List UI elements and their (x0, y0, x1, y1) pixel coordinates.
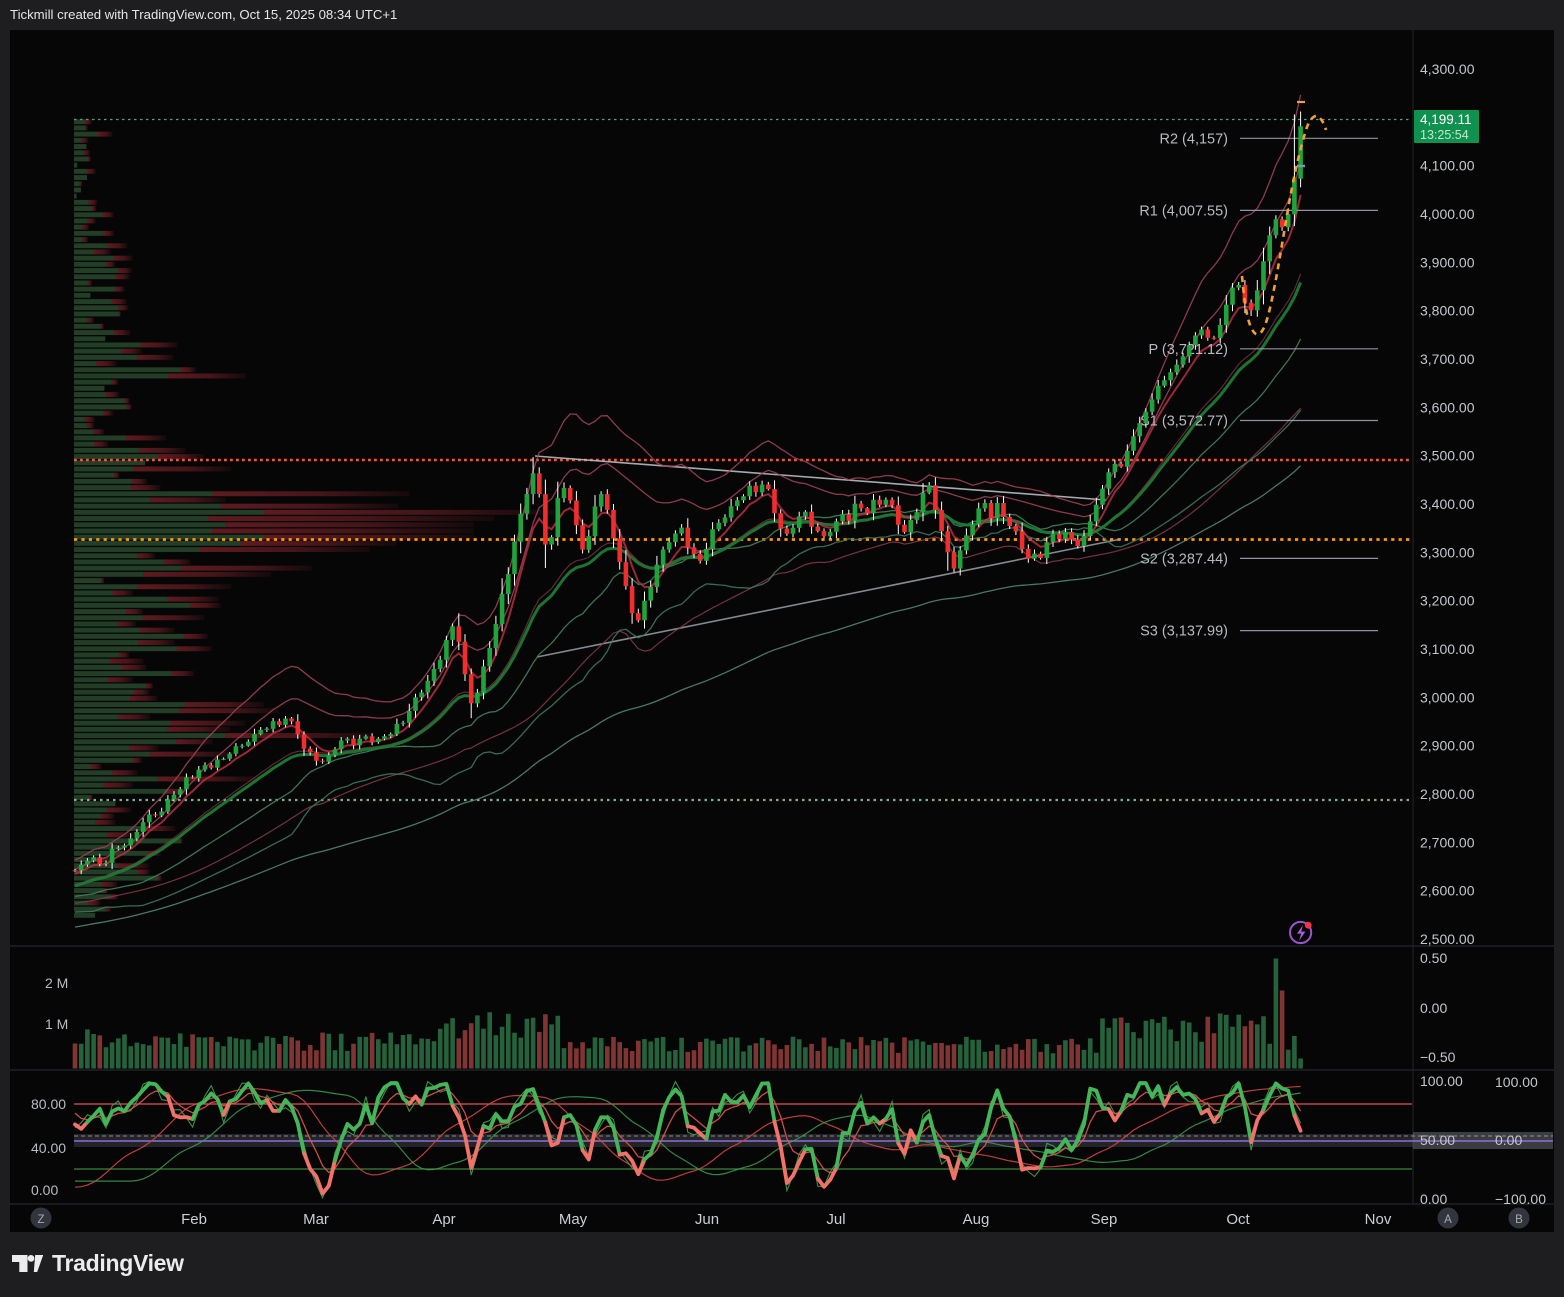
svg-text:Feb: Feb (181, 1211, 207, 1228)
svg-text:Oct: Oct (1226, 1211, 1250, 1228)
svg-text:3,000.00: 3,000.00 (1420, 689, 1475, 705)
svg-text:2,500.00: 2,500.00 (1420, 931, 1475, 947)
svg-text:Sep: Sep (1091, 1211, 1118, 1228)
svg-text:0.00: 0.00 (31, 1182, 58, 1198)
svg-text:4,000.00: 4,000.00 (1420, 206, 1475, 222)
svg-text:50.00: 50.00 (1420, 1132, 1455, 1148)
svg-text:Aug: Aug (963, 1211, 990, 1228)
svg-text:100.00: 100.00 (1495, 1074, 1538, 1090)
svg-text:A: A (1444, 1214, 1452, 1226)
svg-text:3,200.00: 3,200.00 (1420, 593, 1475, 609)
svg-text:S1 (3,572.77): S1 (3,572.77) (1140, 414, 1228, 430)
svg-text:3,100.00: 3,100.00 (1420, 641, 1475, 657)
svg-text:2,700.00: 2,700.00 (1420, 834, 1475, 850)
svg-text:Nov: Nov (1365, 1211, 1392, 1228)
svg-text:−100.00: −100.00 (1495, 1191, 1546, 1207)
svg-text:3,800.00: 3,800.00 (1420, 303, 1475, 319)
svg-text:Jun: Jun (695, 1211, 719, 1228)
svg-text:0.00: 0.00 (1420, 1000, 1447, 1016)
svg-text:80.00: 80.00 (31, 1096, 66, 1112)
svg-text:R2 (4,157): R2 (4,157) (1159, 131, 1228, 147)
svg-text:4,199.11: 4,199.11 (1420, 112, 1472, 127)
svg-text:100.00: 100.00 (1420, 1073, 1463, 1089)
svg-text:3,500.00: 3,500.00 (1420, 448, 1475, 464)
svg-text:2 M: 2 M (45, 975, 68, 991)
svg-text:3,600.00: 3,600.00 (1420, 399, 1475, 415)
svg-text:S3 (3,137.99): S3 (3,137.99) (1140, 624, 1228, 640)
svg-text:0.00: 0.00 (1495, 1132, 1522, 1148)
svg-text:2,900.00: 2,900.00 (1420, 738, 1475, 754)
svg-text:2,600.00: 2,600.00 (1420, 883, 1475, 899)
svg-text:13:25:54: 13:25:54 (1420, 128, 1469, 142)
svg-text:0.00: 0.00 (1420, 1191, 1447, 1207)
svg-text:Apr: Apr (432, 1211, 455, 1228)
svg-text:4,300.00: 4,300.00 (1420, 61, 1475, 77)
svg-text:R1 (4,007.55): R1 (4,007.55) (1139, 203, 1228, 219)
svg-text:40.00: 40.00 (31, 1140, 66, 1156)
svg-text:Jul: Jul (826, 1211, 845, 1228)
svg-text:B: B (1515, 1214, 1523, 1226)
svg-text:−0.50: −0.50 (1420, 1049, 1456, 1065)
svg-text:3,400.00: 3,400.00 (1420, 496, 1475, 512)
svg-text:3,700.00: 3,700.00 (1420, 351, 1475, 367)
svg-text:Z: Z (37, 1214, 44, 1226)
svg-text:4,100.00: 4,100.00 (1420, 158, 1475, 174)
svg-text:Mar: Mar (303, 1211, 329, 1228)
svg-text:S2 (3,287.44): S2 (3,287.44) (1140, 551, 1228, 567)
svg-text:May: May (559, 1211, 588, 1228)
svg-text:0.50: 0.50 (1420, 950, 1447, 966)
svg-text:1 M: 1 M (45, 1016, 68, 1032)
svg-text:3,300.00: 3,300.00 (1420, 544, 1475, 560)
svg-text:2,800.00: 2,800.00 (1420, 786, 1475, 802)
svg-text:3,900.00: 3,900.00 (1420, 254, 1475, 270)
